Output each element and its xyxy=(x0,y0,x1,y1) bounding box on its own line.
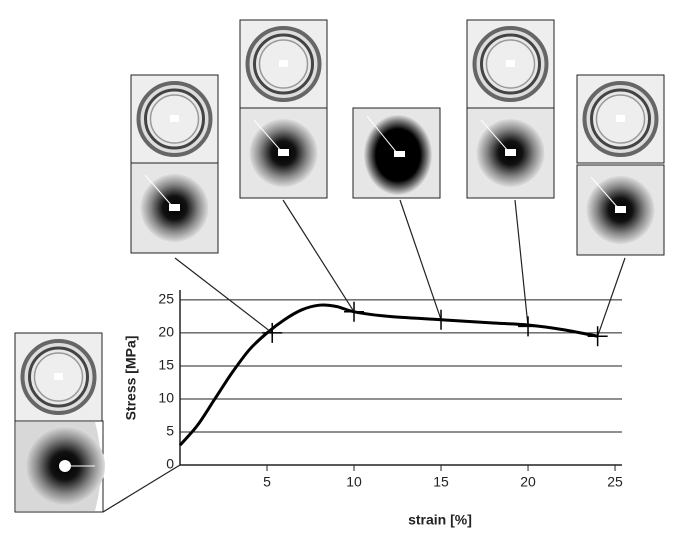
y-tick-label: 25 xyxy=(158,291,174,307)
stress-curve xyxy=(178,303,598,447)
connector xyxy=(399,199,442,320)
insets xyxy=(13,18,666,513)
marker xyxy=(518,316,539,337)
connector xyxy=(282,199,355,313)
y-tick-label: 10 xyxy=(158,390,174,406)
y-tick-label: 0 xyxy=(166,456,174,472)
y-axis-title: Stress [MPa] xyxy=(123,336,139,421)
marker xyxy=(344,301,365,322)
x-tick-label: 10 xyxy=(346,474,362,490)
marker xyxy=(262,322,283,343)
x-axis-title: strain [%] xyxy=(408,512,472,528)
connector xyxy=(597,257,626,337)
connector xyxy=(514,199,529,327)
connector xyxy=(174,257,273,334)
x-tick-label: 15 xyxy=(433,474,449,490)
x-tick-label: 5 xyxy=(263,474,271,490)
marker xyxy=(431,309,452,330)
y-tick-label: 5 xyxy=(166,423,174,439)
marker xyxy=(587,326,608,347)
y-tick-label: 20 xyxy=(158,324,174,340)
x-tick-label: 20 xyxy=(520,474,536,490)
y-tick-label: 15 xyxy=(158,357,174,373)
x-tick-label: 25 xyxy=(607,474,623,490)
